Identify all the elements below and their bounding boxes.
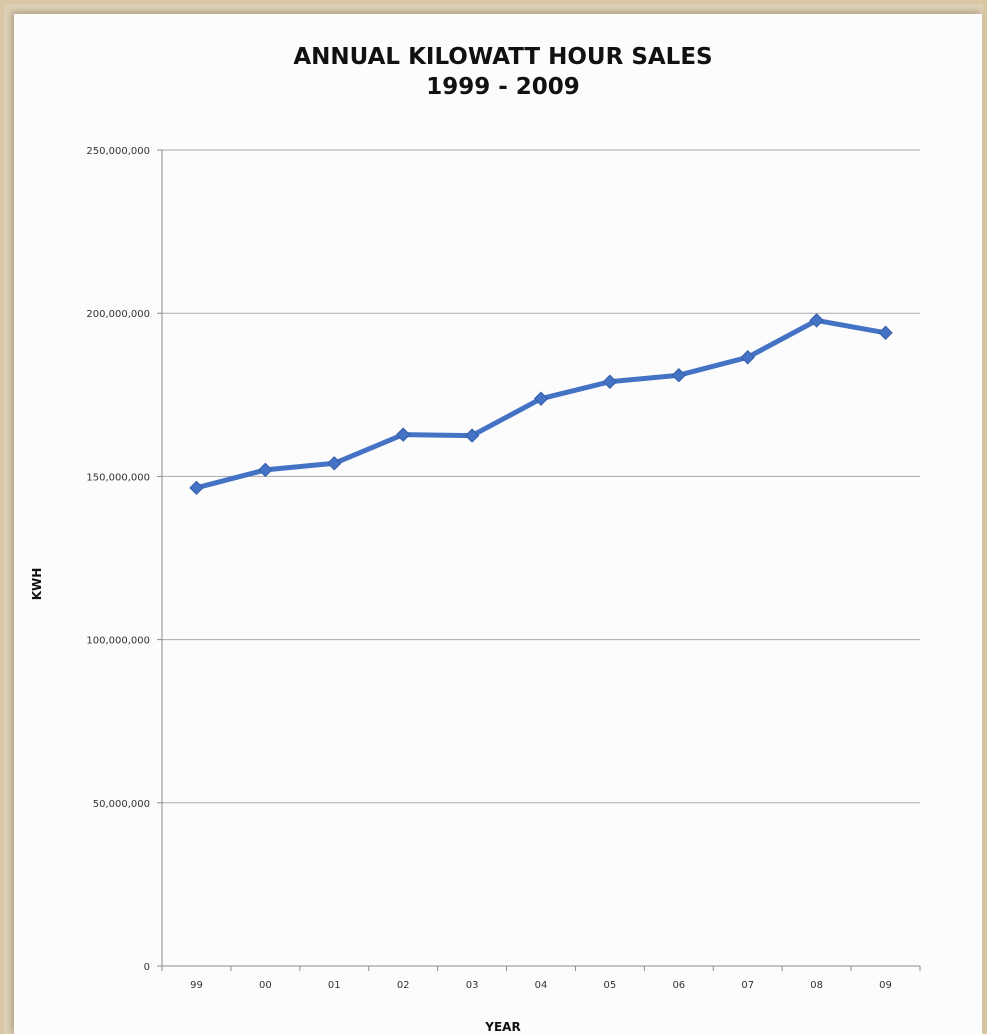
line-chart: ANNUAL KILOWATT HOUR SALES 1999 - 2009 0… bbox=[30, 44, 921, 1034]
chart-title: ANNUAL KILOWATT HOUR SALES bbox=[293, 44, 712, 70]
data-point-marker bbox=[464, 428, 480, 443]
y-axis-label: KWH bbox=[30, 568, 44, 601]
y-tick-labels: 0 50,000,000 100,000,000 150,000,000 200,000… bbox=[86, 146, 150, 973]
x-tick-label: 06 bbox=[672, 980, 685, 991]
data-point-marker bbox=[533, 391, 549, 406]
y-tick-label: 50,000,000 bbox=[93, 799, 150, 810]
gridlines bbox=[162, 149, 920, 804]
x-tick-label: 99 bbox=[190, 980, 203, 991]
data-point-marker bbox=[671, 368, 687, 383]
x-tick-label: 09 bbox=[879, 980, 892, 991]
x-tick-label: 01 bbox=[328, 980, 341, 991]
x-axis-label: YEAR bbox=[484, 1020, 520, 1034]
series-line bbox=[189, 313, 893, 496]
axes bbox=[157, 149, 921, 971]
page-frame: ANNUAL KILOWATT HOUR SALES 1999 - 2009 0… bbox=[4, 4, 983, 1034]
y-tick-label: 250,000,000 bbox=[86, 146, 150, 157]
data-point-marker bbox=[189, 480, 204, 496]
data-point-marker bbox=[395, 427, 411, 442]
data-point-marker bbox=[602, 374, 618, 389]
y-tick-label: 0 bbox=[144, 962, 150, 973]
x-tick-label: 07 bbox=[741, 980, 754, 991]
y-tick-label: 200,000,000 bbox=[86, 309, 150, 320]
x-tick-label: 08 bbox=[810, 980, 823, 991]
y-tick-label: 100,000,000 bbox=[86, 636, 150, 647]
x-tick-label: 03 bbox=[466, 980, 479, 991]
chart-panel: ANNUAL KILOWATT HOUR SALES 1999 - 2009 0… bbox=[14, 14, 982, 1034]
x-tick-labels: 99 00 01 02 03 04 05 06 07 08 09 bbox=[190, 980, 892, 991]
x-tick-label: 05 bbox=[604, 980, 617, 991]
data-point-marker bbox=[878, 325, 893, 340]
data-point-marker bbox=[809, 313, 824, 328]
data-point-marker bbox=[740, 350, 755, 365]
x-tick-label: 02 bbox=[397, 980, 410, 991]
chart-subtitle: 1999 - 2009 bbox=[426, 74, 580, 100]
x-tick-label: 04 bbox=[535, 980, 548, 991]
data-point-marker bbox=[258, 462, 273, 478]
data-point-marker bbox=[327, 456, 342, 471]
x-tick-label: 00 bbox=[259, 980, 272, 991]
y-tick-label: 150,000,000 bbox=[86, 472, 150, 483]
